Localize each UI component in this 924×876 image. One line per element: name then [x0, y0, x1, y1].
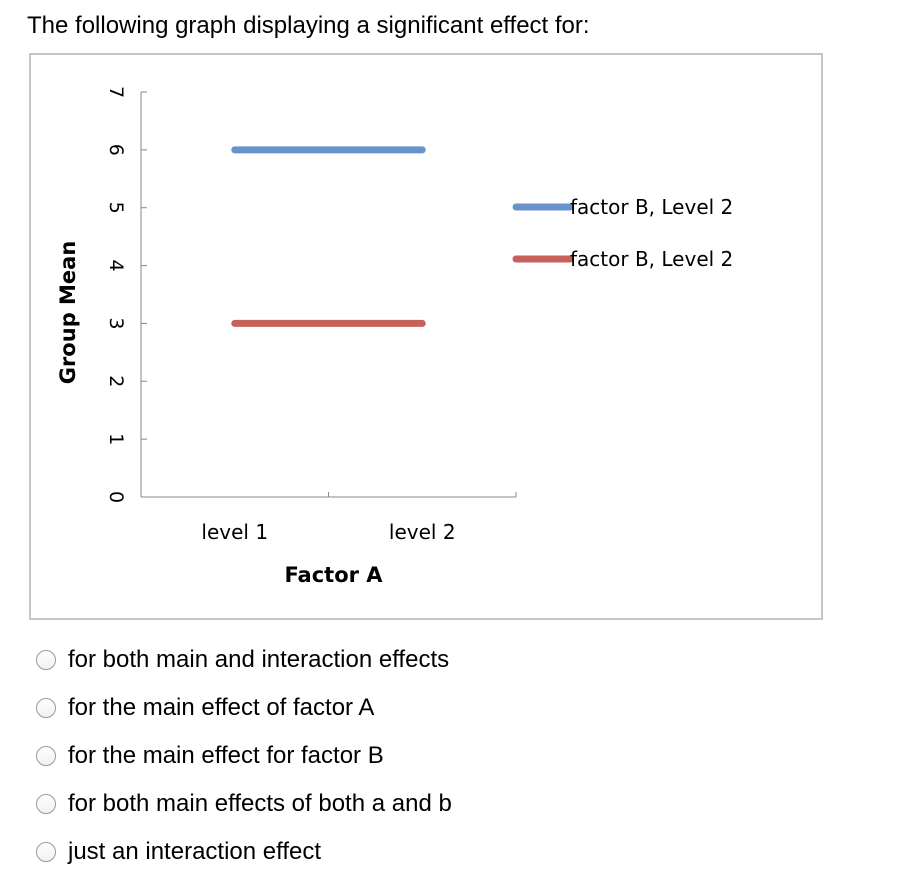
- option-both-main-and-interaction[interactable]: for both main and interaction effects: [36, 636, 452, 684]
- y-tick-label: 5: [105, 202, 127, 214]
- y-tick-label: 2: [105, 375, 127, 387]
- option-label: for both main effects of both a and b: [68, 790, 452, 817]
- radio-button[interactable]: [36, 650, 56, 670]
- option-main-effect-factor-a[interactable]: for the main effect of factor A: [36, 684, 452, 732]
- x-tick-label: level 2: [389, 520, 456, 544]
- option-label: for the main effect for factor B: [68, 742, 384, 769]
- radio-button[interactable]: [36, 794, 56, 814]
- option-label: just an interaction effect: [68, 838, 322, 865]
- answer-options: for both main and interaction effects fo…: [36, 636, 452, 876]
- option-label: for the main effect of factor A: [68, 694, 375, 721]
- legend-label: factor B, Level 2: [570, 247, 733, 271]
- y-tick-label: 4: [105, 260, 127, 272]
- y-tick-label: 7: [105, 86, 127, 98]
- option-interaction-only[interactable]: just an interaction effect: [36, 828, 452, 876]
- y-tick-label: 3: [105, 317, 127, 329]
- radio-button[interactable]: [36, 698, 56, 718]
- radio-button[interactable]: [36, 746, 56, 766]
- x-tick-label: level 1: [201, 520, 268, 544]
- y-tick-label: 0: [105, 491, 127, 503]
- y-axis-title: Group Mean: [56, 241, 80, 385]
- y-tick-label: 1: [105, 433, 127, 445]
- option-main-effect-factor-b[interactable]: for the main effect for factor B: [36, 732, 452, 780]
- option-both-main-effects[interactable]: for both main effects of both a and b: [36, 780, 452, 828]
- y-tick-label: 6: [105, 144, 127, 156]
- question-text: The following graph displaying a signifi…: [27, 12, 590, 39]
- x-axis-title: Factor A: [284, 563, 383, 587]
- option-label: for both main and interaction effects: [68, 646, 450, 673]
- chart-frame: 0 1 2 3 4 5 6 7 level 1 level 2 Factor A Group Mean…: [29, 53, 823, 620]
- legend-label: factor B, Level 2: [570, 195, 733, 219]
- radio-button[interactable]: [36, 842, 56, 862]
